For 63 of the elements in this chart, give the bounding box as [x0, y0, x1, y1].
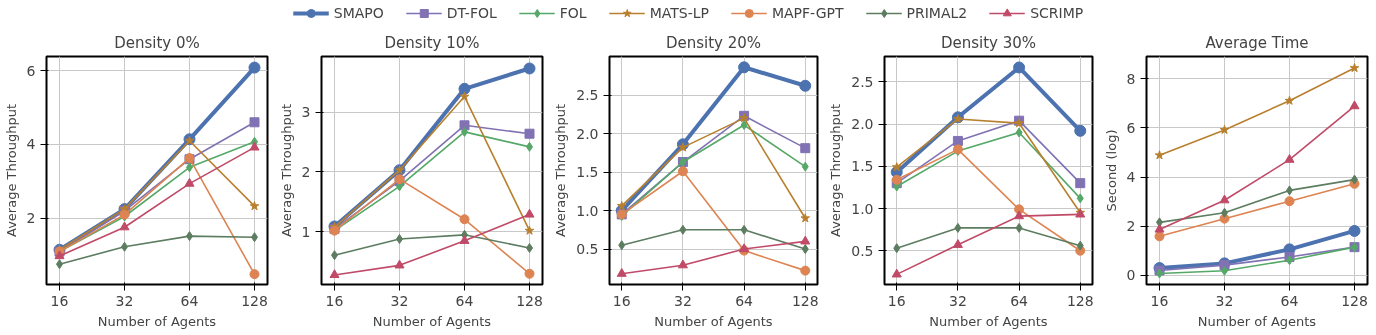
- y-tick-label: 2.5: [576, 87, 599, 104]
- x-axis-title: Number of Agents: [929, 313, 1048, 329]
- x-tick-label: 32: [390, 292, 409, 309]
- x-axis-title: Number of Agents: [372, 313, 492, 329]
- y-axis-title: Average Throughput: [3, 103, 19, 238]
- x-tick-label: 64: [180, 292, 199, 309]
- y-tick-label: 1.5: [851, 158, 874, 175]
- chart-title: Density 20%: [665, 33, 762, 52]
- y-axis-title: Average Throughput: [553, 103, 569, 238]
- chart-title: Average Time: [1205, 33, 1309, 52]
- y-tick-label: 3: [301, 104, 311, 121]
- x-tick-label: 128: [791, 292, 819, 309]
- x-tick-label: 128: [241, 292, 268, 309]
- x-tick-label: 64: [1280, 292, 1299, 309]
- x-tick-label: 16: [50, 292, 69, 309]
- y-tick-label: 2.0: [576, 125, 599, 142]
- y-tick-label: 6: [26, 62, 36, 79]
- y-axis-title: Second (log): [1103, 129, 1119, 212]
- x-axis-title: Number of Agents: [654, 313, 773, 329]
- x-tick-label: 32: [115, 292, 134, 309]
- chart-title: Density 30%: [940, 33, 1037, 52]
- y-tick-label: 2: [1126, 218, 1136, 235]
- x-axis-title: Number of Agents: [1197, 313, 1317, 329]
- x-tick-label: 16: [1150, 292, 1169, 309]
- y-tick-label: 4: [26, 136, 36, 153]
- y-axis-title: Average Throughput: [278, 103, 294, 238]
- y-tick-label: 1.0: [851, 200, 874, 217]
- x-tick-label: 16: [325, 292, 344, 309]
- chart-title: Density 0%: [114, 33, 200, 52]
- x-tick-label: 16: [612, 292, 631, 309]
- legend-label: MAPF-GPT: [771, 5, 844, 21]
- y-tick-label: 2: [26, 210, 36, 227]
- legend-label: MATS-LP: [649, 5, 709, 21]
- x-tick-label: 32: [949, 292, 967, 309]
- y-tick-label: 2.5: [851, 73, 874, 90]
- legend-label: SCRIMP: [1030, 5, 1084, 21]
- y-tick-label: 0.5: [576, 241, 599, 258]
- y-tick-label: 1.0: [576, 202, 599, 219]
- x-tick-label: 128: [1341, 292, 1368, 309]
- x-tick-label: 64: [455, 292, 474, 309]
- legend-label: PRIMAL2: [906, 5, 968, 21]
- y-tick-label: 6: [1126, 120, 1136, 136]
- x-tick-label: 16: [887, 292, 906, 309]
- y-tick-label: 1.5: [576, 164, 599, 181]
- x-tick-label: 64: [1010, 292, 1029, 309]
- x-tick-label: 128: [1066, 292, 1094, 309]
- y-tick-label: 4: [1126, 169, 1136, 186]
- legend-label: FOL: [559, 5, 587, 21]
- y-tick-label: 8: [1126, 70, 1136, 87]
- legend-label: SMAPO: [333, 5, 384, 21]
- x-tick-label: 128: [516, 292, 543, 309]
- y-tick-label: 1: [301, 223, 311, 240]
- y-tick-label: 2.0: [851, 116, 874, 133]
- y-tick-label: 2: [301, 164, 311, 180]
- chart-title: Density 10%: [384, 33, 480, 52]
- legend-label: DT-FOL: [446, 5, 497, 21]
- x-axis-title: Number of Agents: [97, 313, 217, 329]
- y-tick-label: 0: [1126, 267, 1136, 284]
- x-tick-label: 64: [735, 292, 754, 309]
- y-axis-title: Average Throughput: [828, 103, 844, 238]
- x-tick-label: 32: [1215, 292, 1234, 309]
- y-tick-label: 0.5: [851, 242, 874, 259]
- x-tick-label: 32: [674, 292, 692, 309]
